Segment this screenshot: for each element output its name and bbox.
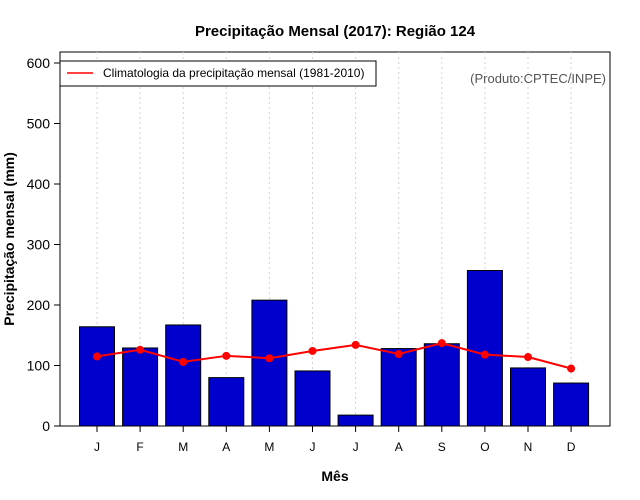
y-tick-label-600: 600	[27, 55, 51, 71]
bar-8-A	[380, 348, 417, 427]
x-tick-label-10: O	[480, 440, 489, 454]
plot-frame	[59, 51, 611, 427]
climatology-point-1	[93, 352, 101, 361]
y-axis: 0 100 200 300 400 500 600	[27, 55, 60, 434]
climatology-point-7	[351, 340, 360, 349]
legend: Climatologia da precipitação mensal (198…	[59, 60, 377, 87]
x-tick-label-8: A	[395, 440, 403, 454]
y-tick-label-0: 0	[42, 418, 50, 434]
bar-6-J	[294, 370, 331, 427]
source-annotation: (Produto:CPTEC/INPE)	[470, 71, 606, 86]
climatology-point-2	[136, 345, 145, 354]
x-tick-label-3: M	[178, 440, 188, 454]
legend-label: Climatologia da precipitação mensal (198…	[103, 66, 364, 80]
bar-11-N	[510, 367, 546, 427]
x-tick-label-6: J	[310, 440, 316, 454]
x-tick-label-7: J	[353, 440, 359, 454]
x-tick-label-9: S	[438, 440, 446, 454]
bar-2-F	[122, 347, 159, 427]
chart-title: Precipitação Mensal (2017): Região 124	[195, 23, 476, 40]
bar-7-J	[337, 414, 374, 427]
bar-12-D	[553, 382, 590, 427]
bar-4-A	[208, 377, 245, 427]
legend-box	[59, 60, 377, 87]
x-tick-label-12: D	[567, 440, 576, 454]
climatology-point-3	[179, 357, 188, 366]
y-tick-label-400: 400	[27, 176, 51, 192]
climatology-point-8	[394, 350, 403, 359]
climatology-point-6	[308, 346, 317, 355]
y-tick-label-200: 200	[27, 297, 51, 313]
bar-5-M	[251, 299, 288, 427]
climatology-point-4	[222, 351, 231, 360]
climatology-point-9	[437, 339, 446, 348]
climatology-point-11	[524, 353, 532, 362]
y-tick-label-100: 100	[27, 358, 51, 374]
climatology-series	[93, 339, 576, 373]
x-tick-label-5: M	[264, 440, 274, 454]
x-tick-label-2: F	[136, 440, 143, 454]
x-axis-label: Mês	[321, 468, 348, 484]
bar-10-O	[466, 270, 503, 427]
climatology-point-5	[265, 354, 274, 363]
y-tick-label-300: 300	[27, 237, 51, 253]
bar-1-J	[79, 326, 115, 427]
bar-9-S	[423, 343, 460, 427]
climatology-point-12	[567, 364, 576, 373]
climatology-line	[96, 342, 572, 370]
x-tick-label-4: A	[222, 440, 230, 454]
bar-3-M	[165, 324, 202, 427]
climatology-point-10	[480, 350, 489, 359]
y-axis-label: Precipitação mensal (mm)	[1, 152, 17, 326]
x-tick-label-11: N	[524, 440, 533, 454]
y-tick-label-500: 500	[27, 116, 51, 132]
x-tick-label-1: J	[94, 440, 100, 454]
bar-series	[79, 270, 590, 427]
